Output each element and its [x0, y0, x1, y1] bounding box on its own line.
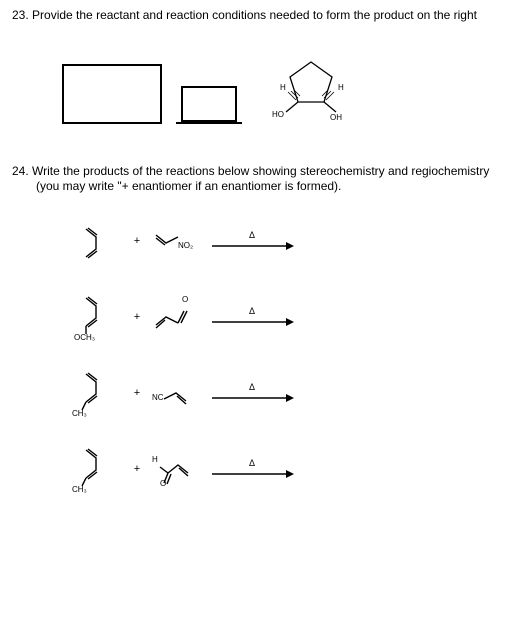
label-ch3-b: CH₃ [72, 485, 87, 494]
label-och3: OCH₃ [74, 333, 95, 342]
dienophile-1: NO₂ [150, 215, 202, 267]
cyclopentane-diol-svg: H HO H OH [266, 54, 356, 124]
q23-number: 23. [12, 8, 29, 22]
diene-4: CH₃ [72, 443, 124, 495]
q24-prompt-line2: (you may write "+ enantiomer if an enant… [12, 179, 499, 195]
arrow-1: Δ [210, 229, 294, 253]
label-OH: OH [330, 113, 342, 122]
dienophile-4: H O [150, 443, 202, 495]
q24-number: 24. [12, 164, 29, 178]
delta-2: Δ [249, 306, 255, 316]
diene-3: CH₃ [72, 367, 124, 419]
conditions-underline [176, 122, 242, 124]
question-24: 24. Write the products of the reactions … [12, 164, 499, 497]
delta-1: Δ [249, 230, 255, 240]
diene-1 [72, 215, 124, 267]
delta-4: Δ [249, 458, 255, 468]
q23-prompt-row: 23. Provide the reactant and reaction co… [12, 8, 499, 24]
diene-2: OCH₃ [72, 291, 124, 343]
delta-3: Δ [249, 382, 255, 392]
q24-prompt-line1: Write the products of the reactions belo… [32, 164, 489, 178]
question-23: 23. Provide the reactant and reaction co… [12, 8, 499, 124]
conditions-blank-box [181, 86, 237, 122]
rxn-row-4: CH₃ + H O Δ [72, 441, 499, 497]
label-ch3-a: CH₃ [72, 409, 87, 418]
arrow-2: Δ [210, 305, 294, 329]
q23-prompt: Provide the reactant and reaction condit… [32, 8, 477, 22]
arrow-3: Δ [210, 381, 294, 405]
label-o-acrolein: O [160, 479, 166, 488]
conditions-stack [176, 86, 242, 124]
plus-2: + [132, 311, 142, 323]
label-H-right: H [338, 83, 344, 92]
q23-figure-row: H HO H OH [62, 54, 499, 124]
rxn-row-2: OCH₃ + O Δ [72, 289, 499, 345]
rxn-row-1: + NO₂ Δ [72, 213, 499, 269]
reactant-blank-box [62, 64, 162, 124]
label-nc: NC [152, 393, 164, 402]
label-no2: NO₂ [178, 241, 193, 250]
q24-reactions: + NO₂ Δ OCH₃ [12, 213, 499, 497]
plus-3: + [132, 387, 142, 399]
label-HO: HO [272, 110, 284, 119]
label-o-mvk: O [182, 295, 188, 304]
arrow-4: Δ [210, 457, 294, 481]
dienophile-3: NC [150, 367, 202, 419]
plus-1: + [132, 235, 142, 247]
rxn-row-3: CH₃ + NC Δ [72, 365, 499, 421]
dienophile-2: O [150, 291, 202, 343]
q23-product-molecule: H HO H OH [266, 54, 356, 124]
label-h-acrolein: H [152, 455, 158, 464]
q24-prompt-row: 24. Write the products of the reactions … [12, 164, 499, 180]
label-H-top: H [280, 83, 286, 92]
plus-4: + [132, 463, 142, 475]
